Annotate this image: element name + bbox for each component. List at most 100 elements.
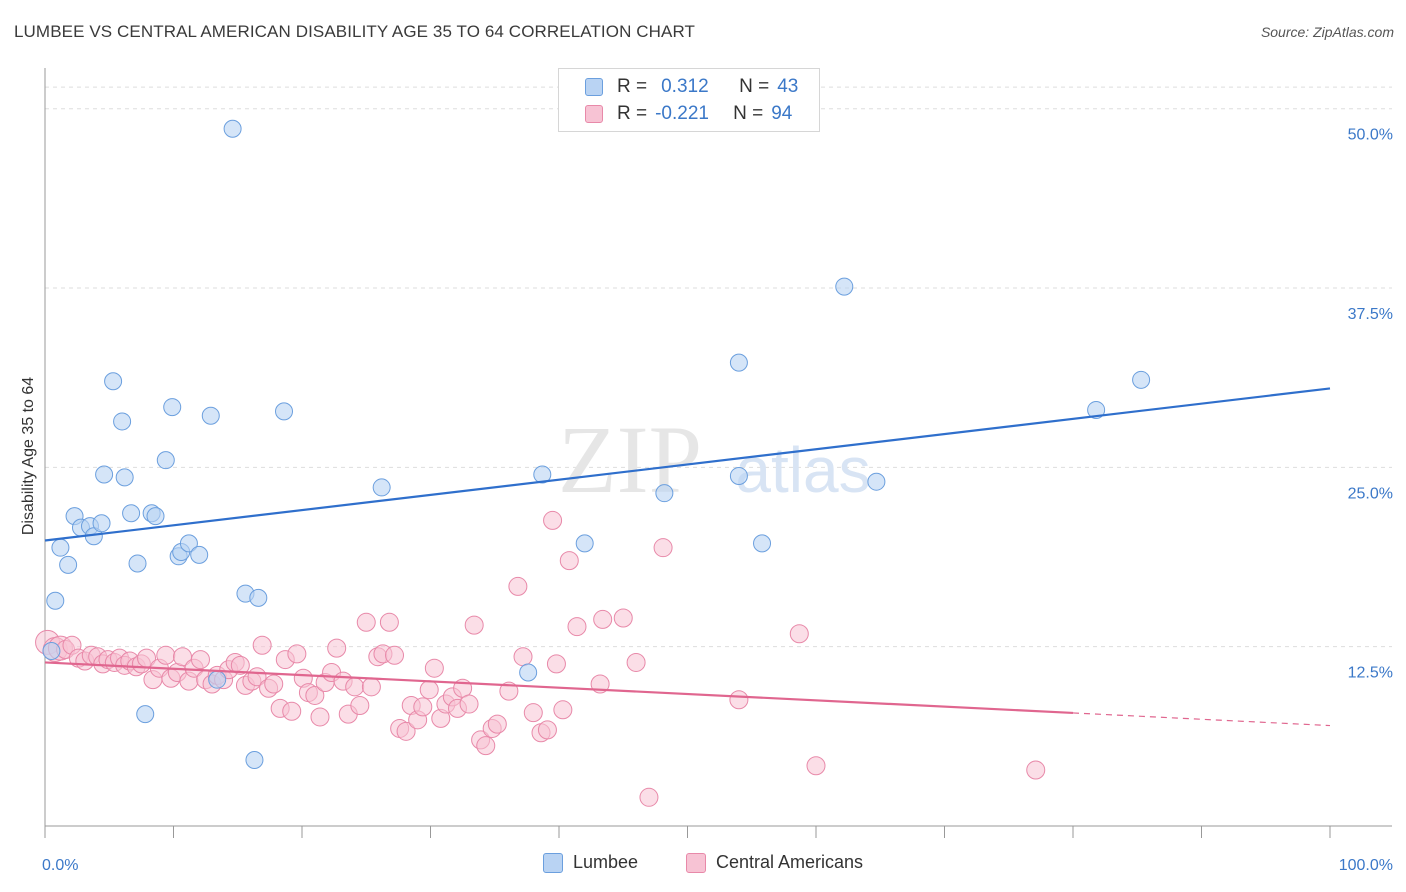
central-americans-trend-extension [1072,712,1331,727]
central-americans-point [459,694,479,714]
central-americans-point [567,617,587,637]
central-americans-swatch [686,852,706,873]
legend-item-lumbee[interactable]: Lumbee [542,852,638,873]
y-tick-labels: 12.5% 25.0% 37.5% 50.0% [1348,127,1393,682]
central-americans-point [282,701,302,721]
legend-n-label: N = [739,76,770,97]
source-note: Source: ZipAtlas.com [1260,24,1394,40]
central-americans-point [537,720,557,740]
central-americans-point [613,608,633,628]
lumbee-point [115,468,134,487]
lumbee-point [51,538,70,557]
y-tick-label: 25.0% [1348,485,1393,502]
central-americans-point [729,690,749,710]
lumbee-point [179,534,198,553]
axes [44,68,1392,838]
lumbee-point [163,398,182,417]
lumbee-point [156,451,175,470]
lumbee-trend-line [44,387,1331,542]
central-americans-point [464,615,484,635]
lumbee-point [104,372,123,391]
central-americans-point [396,721,416,741]
x-tick-labels: 0.0% 100.0% [42,857,1393,874]
legend-r-value: 0.312 [661,76,709,97]
central-americans-point [419,680,439,700]
lumbee-point [835,277,854,296]
x-tick-label: 100.0% [1339,857,1393,874]
lumbee-point [136,705,155,724]
central-americans-point [593,609,613,629]
lumbee-point [729,466,748,485]
lumbee-point [59,555,78,574]
x-tick-label: 0.0% [42,857,78,874]
lumbee-swatch [542,852,563,873]
central-americans-point [476,736,496,756]
watermark: ZIP atlas [558,406,871,513]
lumbee-point [122,504,141,523]
central-americans-point [653,538,673,558]
central-americans-point [523,703,543,723]
central-americans-point [413,697,433,717]
lumbee-point [95,465,114,484]
y-tick-label: 37.5% [1348,306,1393,323]
lumbee-point [729,353,748,372]
central-americans-point [385,645,405,665]
lumbee-point [867,472,886,491]
lumbee-point [42,641,61,660]
legend-r-label: R = [617,76,648,97]
central-americans-point [546,654,566,674]
legend-label-central-americans: Central Americans [716,852,864,872]
lumbee-point [1087,400,1106,419]
central-americans-point [327,638,347,658]
central-americans-point [156,645,176,665]
lumbee-point [275,402,294,421]
gridlines [45,86,1392,648]
central-americans-point [345,677,365,697]
legend-r-value: -0.221 [655,103,709,124]
y-tick-label: 12.5% [1348,665,1393,682]
lumbee-point [655,484,674,503]
central-americans-point [1026,760,1046,780]
central-americans-point [264,674,284,694]
legend-row-lumbee: R = 0.312 N = 43 [585,75,798,99]
central-americans-point [361,677,381,697]
legend-item-central-americans[interactable]: Central Americans [686,852,863,873]
central-americans-point [252,635,272,655]
lumbee-point [372,478,391,497]
lumbee-point [113,412,132,431]
lumbee-point [128,554,147,573]
central-americans-point [508,576,528,596]
lumbee-point [519,663,538,682]
central-americans-point [639,787,659,807]
lumbee-swatch [585,78,603,96]
legend-n-label: N = [733,103,764,124]
series-lumbee [42,119,1151,770]
lumbee-point [249,588,268,607]
central-americans-point [626,652,646,672]
series-legend: Lumbee Central Americans [0,852,1406,873]
central-americans-point [305,685,325,705]
lumbee-point [46,591,65,610]
legend-n-value: 94 [771,103,793,124]
central-americans-point [789,624,809,644]
legend-row-central-americans: R = -0.221 N = 94 [585,102,792,126]
central-americans-point [310,707,330,727]
legend-label-lumbee: Lumbee [572,852,638,872]
central-americans-point [559,551,579,571]
lumbee-point [1132,370,1151,389]
lumbee-point [753,534,772,553]
y-axis-label: Disability Age 35 to 64 [20,377,37,535]
central-americans-point [424,658,444,678]
central-americans-trend-line [44,661,1074,715]
central-americans-point [543,510,563,530]
central-americans-swatch [585,105,603,123]
lumbee-point [223,119,242,138]
central-americans-point [513,647,533,667]
central-americans-point [356,612,376,632]
central-americans-point [230,655,250,675]
central-americans-point [379,612,399,632]
watermark-zip: ZIP [558,406,702,513]
legend-r-label: R = [617,103,648,124]
lumbee-point [245,751,264,770]
